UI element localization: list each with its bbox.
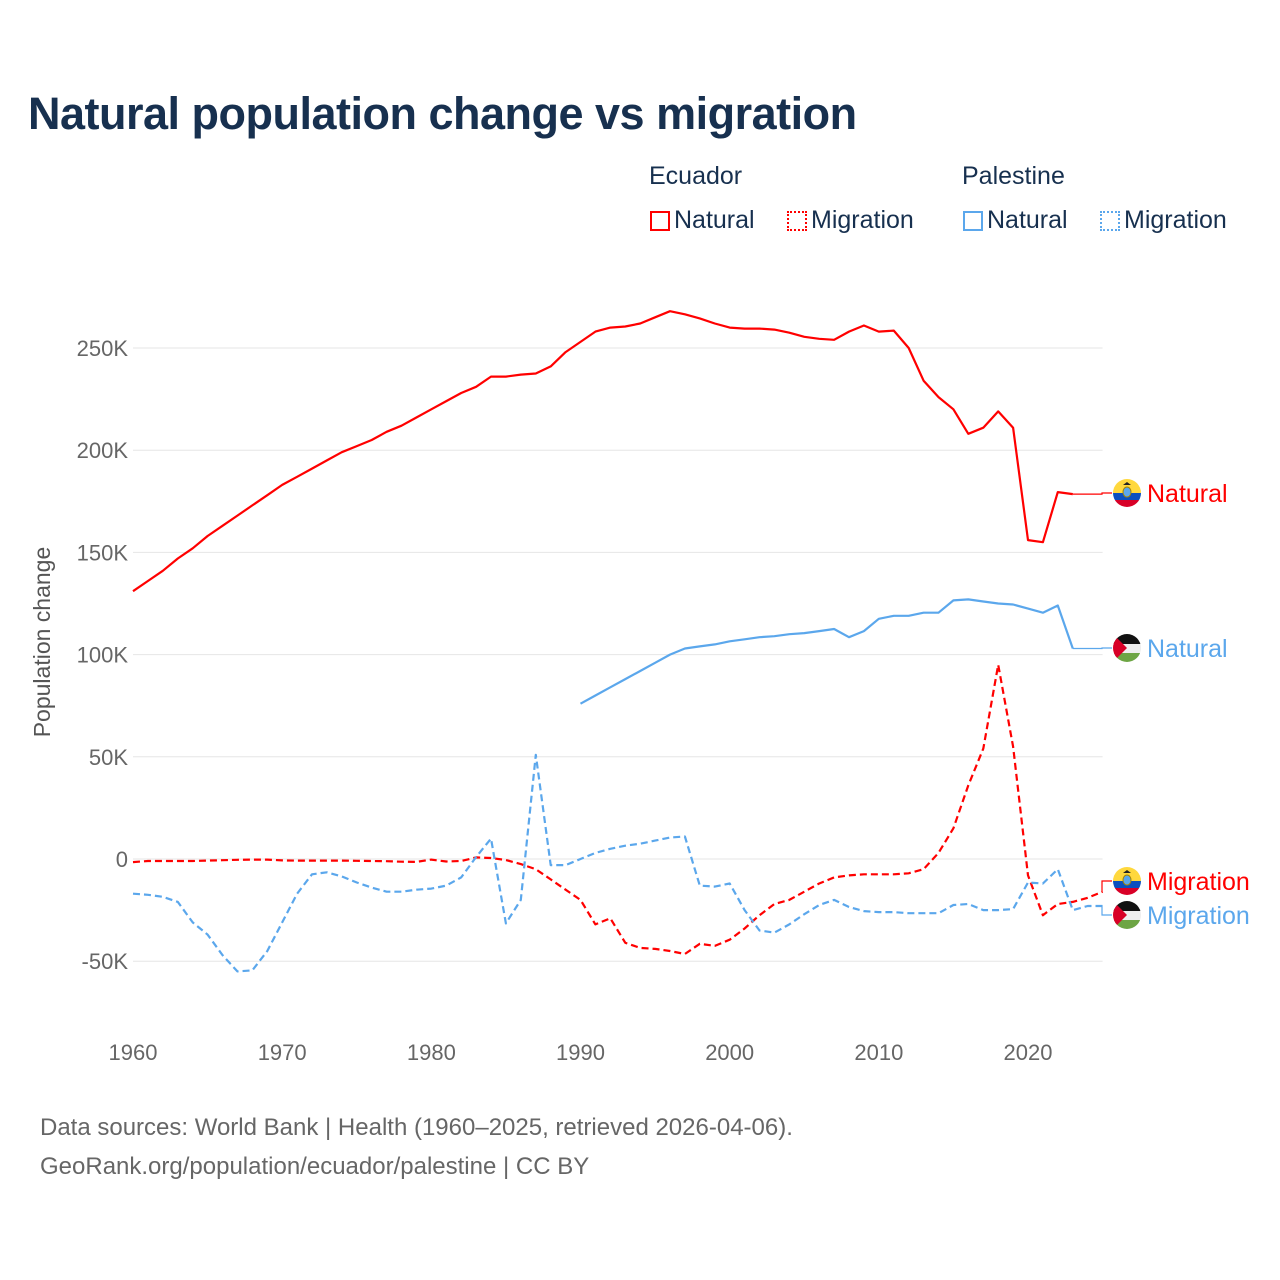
y-tick-label: 200K — [77, 438, 129, 463]
x-tick-label: 2010 — [854, 1040, 903, 1065]
legend-group-ecuador: Ecuador — [649, 162, 743, 190]
y-tick-label: 100K — [77, 643, 129, 668]
legend-label: Migration — [1124, 206, 1227, 234]
x-tick-label: 1980 — [407, 1040, 456, 1065]
legend-group-palestine: Palestine — [962, 162, 1065, 190]
y-tick-label: -50K — [82, 949, 129, 974]
end-label-connector — [1072, 492, 1112, 495]
series-line-ecuador-natural[interactable] — [132, 310, 1073, 593]
series-line-ecuador-migration[interactable] — [132, 663, 1104, 956]
x-tick-label: 2000 — [705, 1040, 754, 1065]
footer: Data sources: World Bank | Health (1960–… — [40, 1108, 793, 1186]
legend-label: Natural — [674, 206, 755, 234]
legend-item-palestine-natural[interactable]: Natural — [963, 206, 1068, 235]
legend-item-palestine-migration[interactable]: Migration — [1100, 206, 1227, 235]
end-label: Natural — [1147, 480, 1228, 508]
x-tick-label: 2020 — [1004, 1040, 1053, 1065]
ecuador-flag-icon — [1113, 479, 1141, 507]
legend-item-ecuador-natural[interactable]: Natural — [650, 206, 755, 235]
end-label: Natural — [1147, 635, 1228, 663]
legend-swatch-dotted-red — [787, 210, 807, 231]
x-tick-label: 1960 — [109, 1040, 158, 1065]
end-label: Migration — [1147, 902, 1250, 930]
legend-swatch-solid-red — [650, 210, 670, 231]
chart-title: Natural population change vs migration — [28, 88, 857, 139]
palestine-flag-icon — [1113, 634, 1141, 662]
end-label: Migration — [1147, 868, 1250, 896]
legend-swatch-solid-blue — [963, 210, 983, 231]
legend-item-ecuador-migration[interactable]: Migration — [787, 206, 914, 235]
y-tick-label: 250K — [77, 336, 129, 361]
legend-label: Migration — [811, 206, 914, 234]
footer-link[interactable]: GeoRank.org/population/ecuador/palestine… — [40, 1153, 590, 1180]
end-label-connector — [1101, 905, 1112, 916]
x-tick-label: 1990 — [556, 1040, 605, 1065]
y-tick-label: 50K — [89, 745, 128, 770]
y-tick-label: 0 — [116, 847, 128, 872]
ecuador-flag-icon — [1113, 867, 1141, 895]
legend-swatch-dotted-blue — [1100, 210, 1120, 231]
legend-label: Natural — [987, 206, 1068, 234]
end-label-connector — [1101, 880, 1112, 893]
palestine-flag-icon — [1113, 901, 1141, 929]
footer-sources: Data sources: World Bank | Health (1960–… — [40, 1114, 793, 1141]
x-tick-label: 1970 — [258, 1040, 307, 1065]
y-tick-label: 150K — [77, 540, 129, 565]
series-line-palestine-migration[interactable] — [132, 753, 1103, 973]
series-line-palestine-natural[interactable] — [579, 598, 1074, 705]
y-axis-label: Population change — [29, 547, 55, 738]
